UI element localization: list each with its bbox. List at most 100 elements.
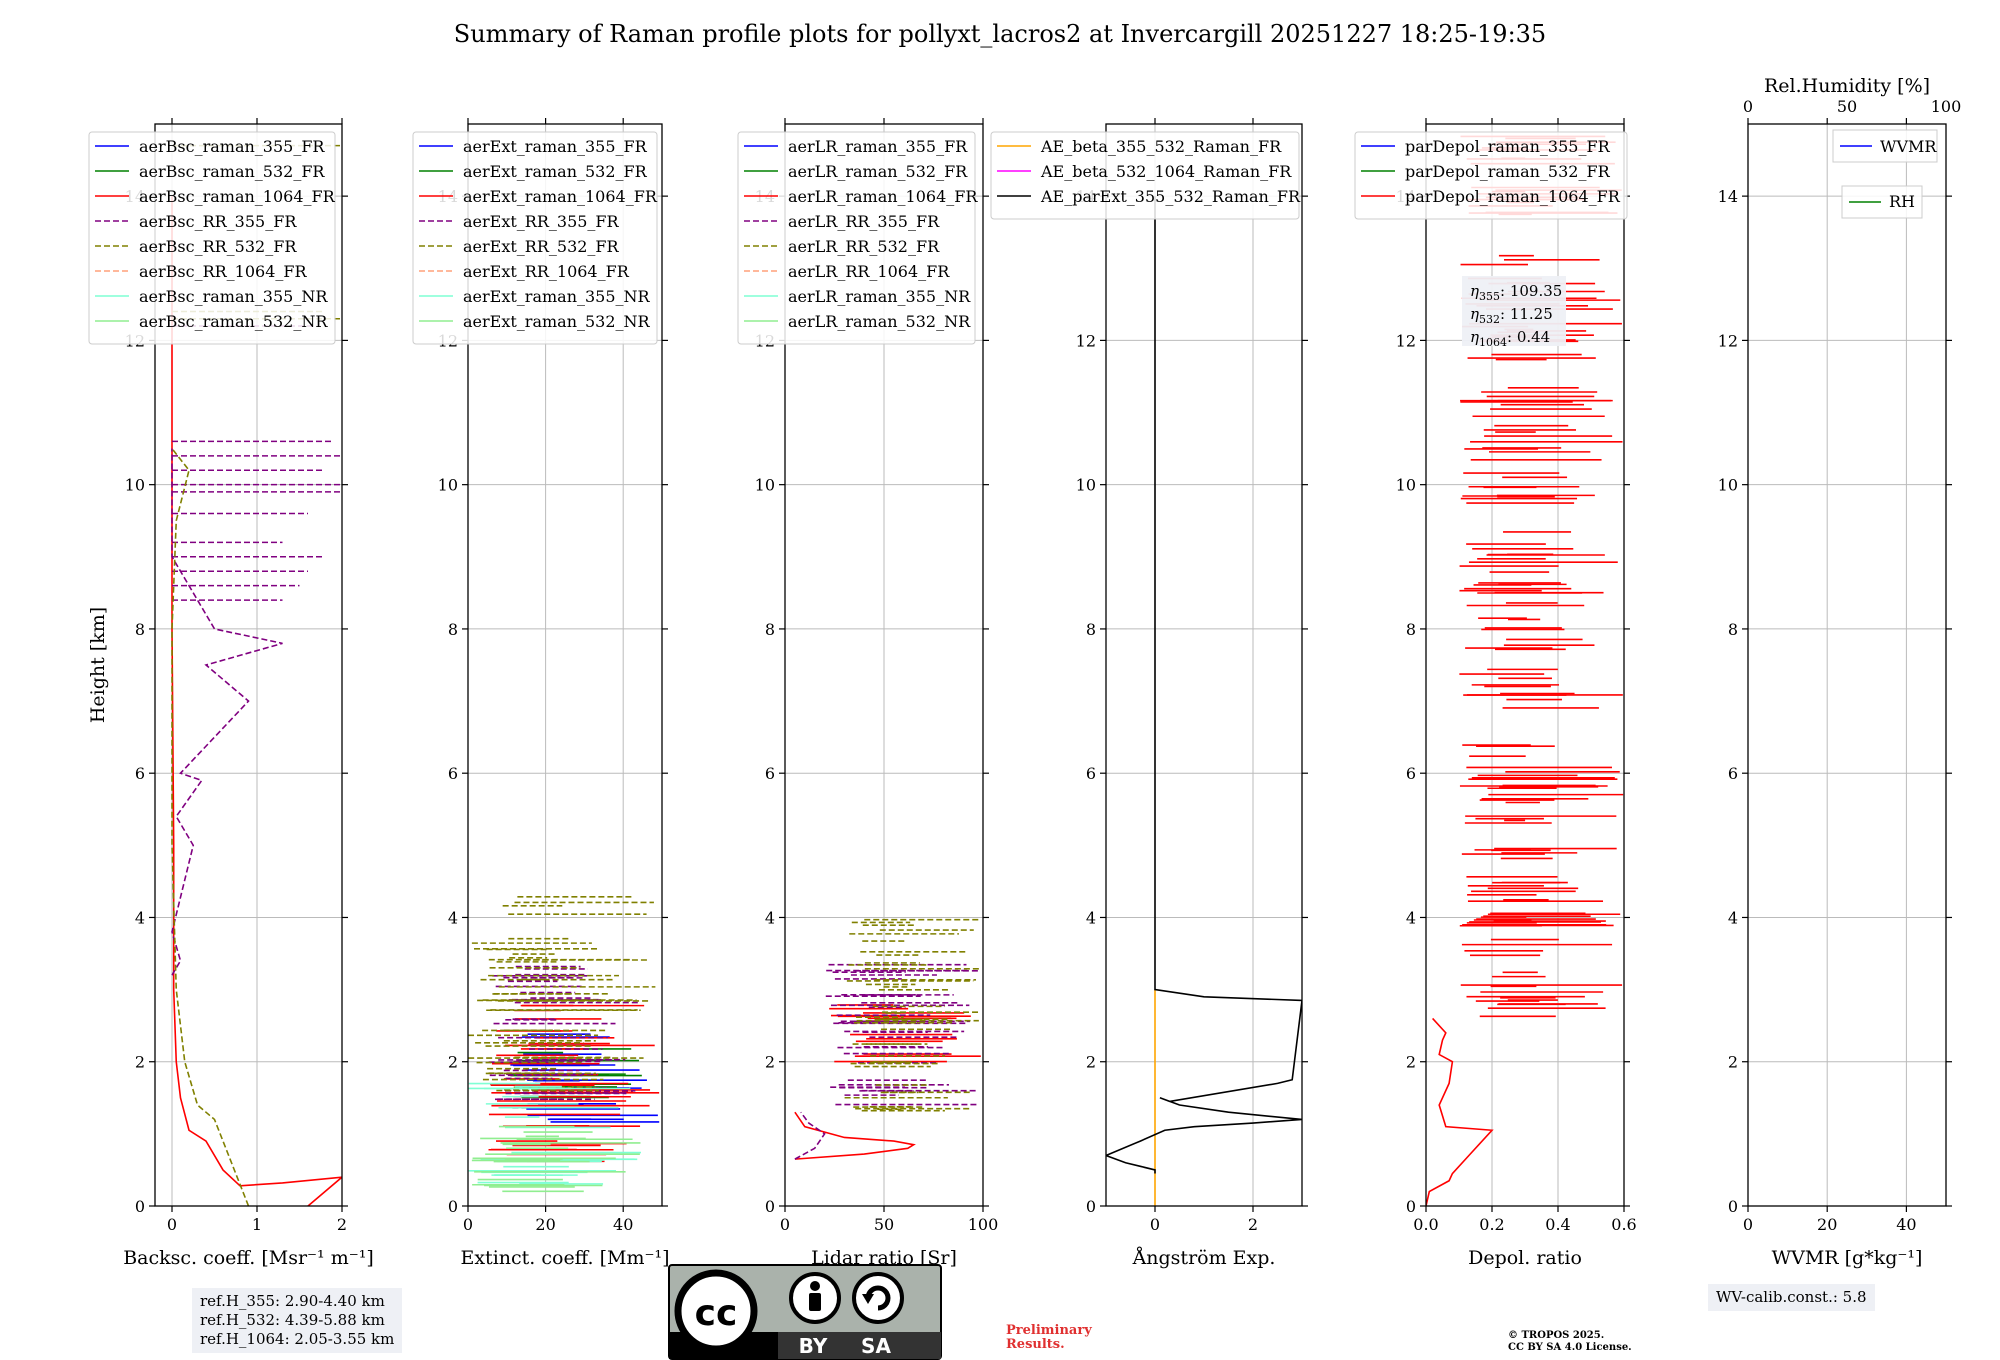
x-tick-label: 0 (780, 1215, 790, 1234)
x-axis-label: WVMR [g*kg⁻¹] (1772, 1247, 1923, 1269)
annotation-box (1462, 276, 1566, 346)
series-line-aerBsc_RR_355_FR (171, 448, 283, 976)
y-tick-label: 4 (135, 908, 145, 927)
y-tick-label: 6 (135, 764, 145, 783)
x-tick-label: 50 (874, 1215, 894, 1234)
eta-1064: η1064: 0.44 (1470, 328, 1550, 349)
legend-label: aerExt_RR_1064_FR (463, 262, 630, 281)
legend-label: aerExt_RR_355_FR (463, 212, 620, 231)
legend-label: WVMR (1880, 137, 1937, 156)
eta-355: η355: 109.35 (1470, 282, 1562, 303)
x-tick-label: 0.0 (1413, 1215, 1438, 1234)
panel-wvmr: 0 20 40 0 2 4 6 8 10 12 14 WVMR [g*kg⁻¹] 0 50 100Rel.H… (1718, 75, 1962, 1269)
svg-text:cc: cc (695, 1293, 738, 1334)
y-tick-label: 14 (1718, 187, 1738, 206)
x-tick-label: 0.4 (1545, 1215, 1570, 1234)
legend-box (1354, 131, 1628, 220)
preliminary-results-note: Preliminary Results. (1006, 1323, 1092, 1352)
legend-label: aerBsc_raman_355_FR (139, 137, 325, 156)
legend-label: aerBsc_RR_532_FR (139, 237, 297, 256)
series-line-aerLR_raman_1064_FR (794, 1111, 916, 1160)
legend-label: aerLR_raman_355_FR (788, 137, 968, 156)
y-tick-label: 0 (1406, 1197, 1416, 1216)
y-tick-label: 4 (1406, 908, 1416, 927)
legend-label: aerLR_raman_532_NR (788, 312, 971, 331)
y-tick-label: 2 (765, 1053, 775, 1072)
series-group (468, 896, 660, 1193)
legend-depolarization: parDepol_raman_355_FR parDepol_raman_532_… (1354, 131, 1628, 220)
y-tick-label: 2 (1086, 1053, 1096, 1072)
legend-label: aerBsc_RR_1064_FR (139, 262, 308, 281)
y-tick-label: 10 (125, 476, 145, 495)
axes-frame (1425, 123, 1625, 1207)
x-tick-label: 0 (1743, 1215, 1753, 1234)
x-tick-label: 0 (1150, 1215, 1160, 1234)
legend-label: aerBsc_raman_1064_FR (139, 187, 336, 206)
legend-label: aerExt_RR_532_FR (463, 237, 620, 256)
legend-rh: RH (1841, 185, 1923, 219)
eta-532: η532: 11.25 (1470, 305, 1553, 326)
y-tick-label: 8 (135, 620, 145, 639)
legend-label: aerExt_raman_1064_FR (463, 187, 658, 206)
top-axis-label: Rel.Humidity [%] (1764, 75, 1930, 97)
x-tick-label: 0.2 (1479, 1215, 1504, 1234)
y-tick-label: 6 (1728, 764, 1738, 783)
legend-box (990, 131, 1300, 220)
panel-lidar_ratio: 05010002468101214Lidar ratio [Sr]aerLR_r… (737, 118, 999, 1269)
y-tick-label: 12 (1396, 331, 1416, 350)
x-tick-label: 2 (337, 1215, 347, 1234)
y-tick-label: 2 (448, 1053, 458, 1072)
y-tick-label: 6 (1086, 764, 1096, 783)
legend-label: aerExt_raman_355_NR (463, 287, 651, 306)
y-tick-label: 10 (1396, 476, 1416, 495)
y-tick-label: 4 (1086, 908, 1096, 927)
top-tick-label: 50 (1837, 97, 1857, 116)
y-tick-label: 8 (765, 620, 775, 639)
y-axis-label: Height [km] (87, 607, 109, 723)
axes-frame (467, 123, 663, 1207)
legend-label: aerExt_raman_532_FR (463, 162, 648, 181)
legend-label: AE_beta_532_1064_Raman_FR (1040, 162, 1292, 181)
legend-label: parDepol_raman_532_FR (1405, 162, 1611, 181)
x-tick-label: 100 (968, 1215, 999, 1234)
y-tick-label: 10 (755, 476, 775, 495)
panel-depolarization: 0.00.20.40.602468101214Depol. ratioparDe… (1354, 118, 1637, 1269)
y-tick-label: 2 (1406, 1053, 1416, 1072)
y-tick-label: 6 (1406, 764, 1416, 783)
y-tick-label: 8 (1728, 620, 1738, 639)
legend-lidar_ratio: aerLR_raman_355_FR aerLR_raman_532_FR aerL… (737, 131, 978, 345)
wv-calib-constant: WV-calib.const.: 5.8 (1716, 1288, 1867, 1306)
x-tick-label: 40 (613, 1215, 633, 1234)
y-tick-label: 0 (448, 1197, 458, 1216)
panel-extinction: 0204002468101214Extinct. coeff. [Mm⁻¹]ae… (412, 118, 670, 1269)
panel-backscatter: 01202468101214Backsc. coeff. [Msr⁻¹ m⁻¹]… (87, 118, 374, 1269)
y-tick-label: 2 (135, 1053, 145, 1072)
figure-title: Summary of Raman profile plots for polly… (453, 20, 1547, 48)
y-tick-label: 0 (765, 1197, 775, 1216)
legend-label: aerLR_RR_355_FR (788, 212, 940, 231)
series-line-AE_parExt_355_532_Raman_FR (1106, 196, 1302, 1174)
legend-backscatter: aerBsc_raman_355_FR aerBsc_raman_532_FRae… (88, 131, 336, 345)
legend-label: aerBsc_raman_532_FR (139, 162, 325, 181)
x-tick-label: 1 (252, 1215, 262, 1234)
legend-label: aerLR_RR_532_FR (788, 237, 940, 256)
series-line-parDepol_raman_1064_FR (1426, 1017, 1494, 1206)
x-tick-label: 0 (167, 1215, 177, 1234)
x-tick-label: 20 (535, 1215, 555, 1234)
legend-label: aerExt_raman_532_NR (463, 312, 651, 331)
legend-wvmr: WVMR (1832, 129, 1938, 163)
y-tick-label: 8 (1406, 620, 1416, 639)
legend-label: aerBsc_raman_532_NR (139, 312, 328, 331)
y-tick-label: 6 (448, 764, 458, 783)
panel-angstrom: 0202468101214Ångström Exp.AE_beta_355_53… (990, 118, 1308, 1269)
y-tick-label: 0 (1728, 1197, 1738, 1216)
legend-label: aerBsc_RR_355_FR (139, 212, 297, 231)
cc-sa-label: SA (861, 1334, 891, 1358)
y-tick-label: 6 (765, 764, 775, 783)
legend-label: parDepol_raman_355_FR (1405, 137, 1611, 156)
series-line-aerLR_RR_355_FR (794, 1111, 826, 1160)
y-tick-label: 12 (1718, 331, 1738, 350)
y-tick-label: 4 (448, 908, 458, 927)
legend-extinction: aerExt_raman_355_FR aerExt_raman_532_FRae… (412, 131, 658, 345)
x-axis-label: Extinct. coeff. [Mm⁻¹] (460, 1247, 669, 1269)
